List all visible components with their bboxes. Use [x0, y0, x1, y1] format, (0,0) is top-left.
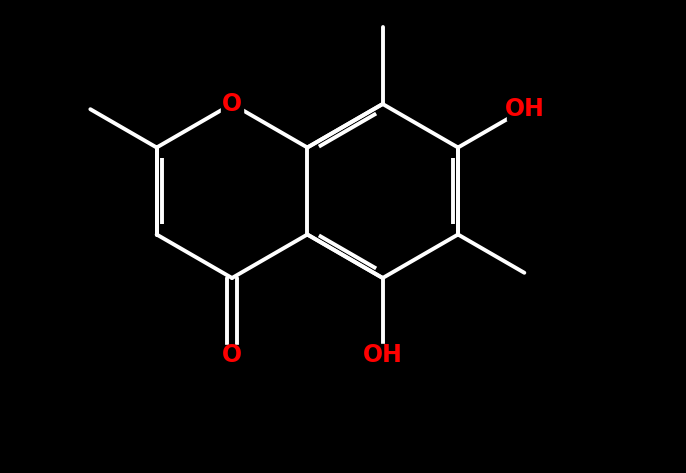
Bar — [508, 98, 541, 120]
Text: O: O — [222, 342, 242, 367]
Text: OH: OH — [363, 342, 403, 367]
Text: O: O — [222, 92, 242, 116]
Bar — [366, 343, 400, 366]
Text: OH: OH — [504, 97, 544, 121]
Bar — [221, 344, 243, 365]
Bar — [221, 94, 243, 114]
